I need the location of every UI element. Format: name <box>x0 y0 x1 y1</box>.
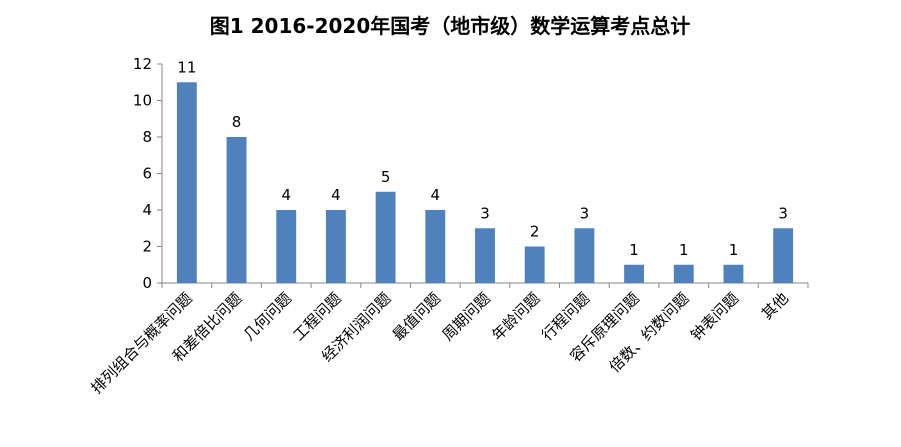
x-tick-label: 其他 <box>758 289 792 323</box>
bar <box>524 246 545 283</box>
bar <box>723 264 744 283</box>
bar <box>574 228 595 283</box>
chart-title: 图1 2016-2020年国考（地市级）数学运算考点总计 <box>210 14 691 38</box>
y-tick-label: 6 <box>142 165 152 183</box>
data-label: 1 <box>629 241 639 259</box>
y-tick-label: 2 <box>142 238 152 256</box>
data-label: 4 <box>431 186 441 204</box>
bar <box>276 210 297 283</box>
bar <box>425 210 446 283</box>
x-tick-label: 钟表问题 <box>687 289 742 344</box>
data-label: 1 <box>729 241 739 259</box>
y-axis: 0 2 4 6 8 10 12 <box>133 55 163 292</box>
data-label: 4 <box>331 186 341 204</box>
data-label: 3 <box>778 204 788 222</box>
data-label: 5 <box>381 168 391 186</box>
x-tick-label: 几何问题 <box>240 289 295 344</box>
x-tick-label: 最值问题 <box>389 289 444 344</box>
y-tick-label: 10 <box>133 92 152 110</box>
y-tick-label: 12 <box>133 55 152 73</box>
data-label: 2 <box>530 223 540 241</box>
data-label: 11 <box>177 58 196 76</box>
bars <box>176 82 794 283</box>
y-tick-label: 4 <box>142 201 152 219</box>
bar <box>176 82 197 283</box>
bar <box>624 264 645 283</box>
data-label: 8 <box>232 113 242 131</box>
x-axis <box>161 282 809 288</box>
bar <box>475 228 495 283</box>
x-tick-label: 周期问题 <box>439 289 494 344</box>
data-label: 3 <box>480 204 490 222</box>
x-tick-label: 年龄问题 <box>488 289 543 344</box>
bar <box>226 137 247 283</box>
x-tick-labels: 排列组合与概率问题和差倍比问题几何问题工程问题经济利润问题最值问题周期问题年龄问… <box>87 289 792 397</box>
bar <box>325 210 346 283</box>
bar <box>773 228 794 283</box>
bar <box>375 191 396 283</box>
data-label: 1 <box>679 241 689 259</box>
data-label: 3 <box>580 204 590 222</box>
data-label: 4 <box>281 186 291 204</box>
bar <box>673 264 694 283</box>
y-tick-label: 0 <box>142 274 152 292</box>
y-tick-label: 8 <box>142 128 152 146</box>
